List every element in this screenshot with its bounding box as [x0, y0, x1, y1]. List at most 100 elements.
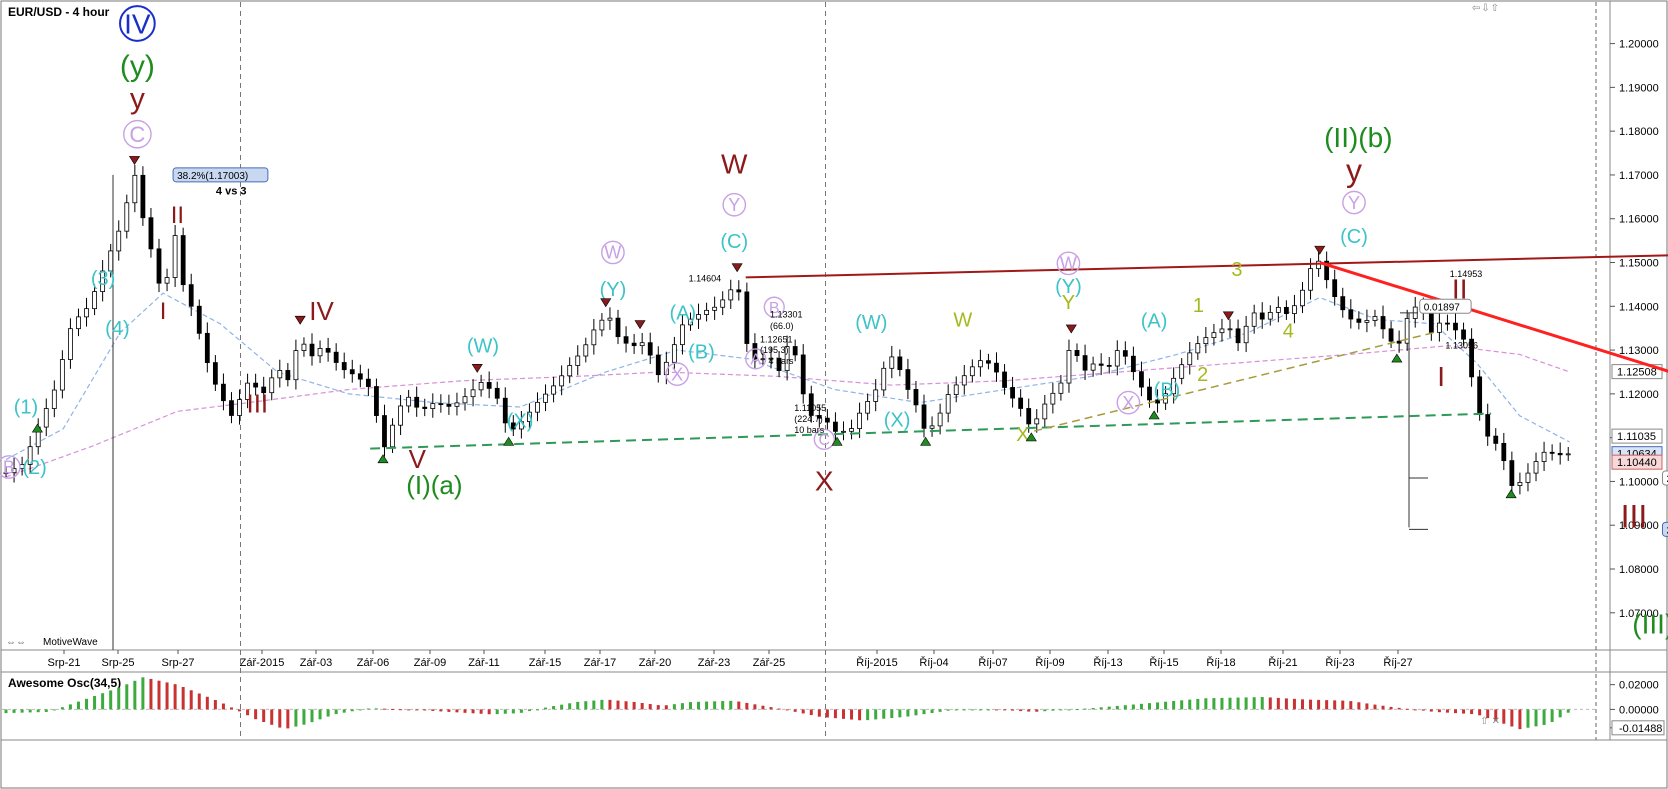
- osc-bar: [850, 709, 854, 720]
- osc-bar: [1244, 697, 1248, 710]
- wave-label: X: [1122, 393, 1134, 413]
- wave-label: (C): [720, 231, 748, 253]
- osc-bar: [455, 709, 459, 713]
- osc-bar: [423, 709, 427, 711]
- y-tick-label: 1.07000: [1619, 608, 1659, 620]
- candle-body: [1549, 451, 1555, 454]
- osc-bar: [745, 702, 749, 710]
- osc-bar: [1381, 705, 1385, 710]
- osc-bar: [358, 709, 362, 711]
- osc-bar: [1131, 704, 1135, 710]
- annotation: 1.14604: [689, 273, 722, 283]
- candle-body: [655, 354, 661, 376]
- candle-body: [1139, 371, 1144, 388]
- osc-bar: [866, 709, 870, 721]
- candle-body: [937, 412, 943, 427]
- osc-bar: [817, 709, 821, 717]
- osc-bar: [994, 709, 998, 711]
- window-controls[interactable]: ⇦⇩⇧: [1471, 3, 1500, 14]
- osc-bar: [777, 708, 781, 710]
- osc-bar: [20, 709, 24, 713]
- osc-bar: [1453, 709, 1457, 714]
- candle-body: [365, 378, 371, 387]
- osc-bar: [125, 684, 129, 710]
- wave-label: 2: [1197, 364, 1208, 386]
- candle-body: [1187, 352, 1193, 366]
- candle-body: [1493, 435, 1499, 444]
- osc-bar: [600, 699, 604, 710]
- candle-body: [1018, 397, 1024, 409]
- osc-bar: [1437, 709, 1441, 713]
- candle-body: [357, 373, 363, 380]
- y-tick-label: 1.10000: [1619, 476, 1659, 488]
- osc-bar: [85, 698, 89, 710]
- wave-circle: [665, 362, 690, 387]
- candle-body: [1275, 306, 1281, 313]
- x-tick-label: Zář-25: [753, 657, 785, 669]
- candle-body: [390, 424, 395, 448]
- osc-bar: [914, 709, 918, 716]
- candle-body: [116, 230, 122, 252]
- pivot-high-marker: [731, 263, 743, 273]
- osc-bar: [1325, 700, 1329, 710]
- candle-body: [631, 342, 637, 347]
- osc-bar: [270, 709, 274, 725]
- osc-bar: [568, 703, 572, 710]
- osc-bar: [624, 701, 628, 710]
- osc-bar: [1196, 698, 1200, 710]
- candle-body: [1469, 338, 1474, 378]
- candle-body: [816, 415, 822, 419]
- osc-bar: [632, 701, 636, 710]
- candle-body: [615, 317, 621, 338]
- osc-bar: [238, 709, 242, 712]
- candle-body: [1380, 316, 1386, 330]
- x-tick-label: Zář-11: [468, 657, 500, 669]
- wave-label: (W): [467, 336, 499, 358]
- osc-bar: [109, 690, 113, 710]
- candle-body: [583, 344, 589, 357]
- candle-body: [623, 336, 629, 344]
- osc-bar: [246, 709, 250, 716]
- osc-bar: [640, 702, 644, 710]
- osc-bar: [1373, 704, 1377, 710]
- wave-label: W: [721, 148, 748, 179]
- osc-bar: [101, 693, 105, 710]
- osc-bar: [326, 709, 330, 717]
- annotation-box: [1419, 298, 1472, 314]
- annotation: 1.12651: [760, 334, 793, 344]
- wave-circle: [813, 428, 835, 451]
- osc-bar: [165, 682, 169, 710]
- osc-bar: [117, 687, 121, 710]
- osc-bar: [705, 701, 709, 710]
- wave-label: I: [1437, 361, 1445, 392]
- wave-label: A: [750, 351, 761, 368]
- candle-body: [518, 421, 524, 430]
- candle-body: [599, 319, 605, 331]
- osc-bar: [374, 708, 378, 710]
- osc-bar: [1486, 709, 1490, 719]
- candle-body: [849, 428, 854, 432]
- osc-bar: [986, 709, 990, 711]
- osc-bar: [181, 687, 185, 710]
- candle-body: [1026, 408, 1032, 425]
- candle-body: [1292, 305, 1297, 314]
- candle-body: [994, 362, 999, 373]
- osc-bar: [1164, 701, 1168, 710]
- candle-body: [229, 400, 234, 416]
- osc-bar: [1059, 709, 1063, 711]
- candle-body: [1340, 296, 1346, 311]
- osc-bar: [688, 702, 692, 710]
- annotation: (195.3): [760, 345, 789, 355]
- candle-body: [969, 366, 975, 377]
- candle-body: [1461, 329, 1466, 340]
- branding: ⇔⇔ MotiveWave: [6, 637, 98, 648]
- candle-body: [1122, 350, 1128, 357]
- x-tick-label: Říj-18: [1206, 656, 1235, 669]
- oscillator-controls[interactable]: ⇧ ✕: [1480, 716, 1500, 727]
- annotation: 1.13301: [770, 310, 803, 320]
- osc-bar: [1011, 709, 1015, 711]
- osc-bar: [576, 701, 580, 710]
- candle-body: [1211, 332, 1217, 339]
